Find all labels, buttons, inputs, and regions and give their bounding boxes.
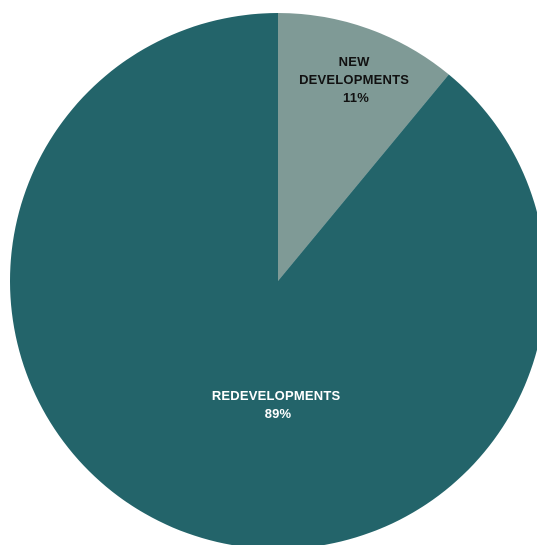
slice-value-new-developments: 11% [343,90,369,105]
slice-label-new-developments-line-2: DEVELOPMENTS [299,72,409,87]
slice-label-redevelopments: REDEVELOPMENTS 89% [212,388,344,421]
pie-slices [10,13,537,545]
slice-value-redevelopments: 89% [265,406,292,421]
slice-label-new-developments: NEW DEVELOPMENTS 11% [299,54,413,105]
slice-label-new-developments-line-1: NEW [339,54,370,69]
pie-slice-new-developments [278,13,449,281]
pie-slice-redevelopments [10,13,537,545]
pie-labels: NEW DEVELOPMENTS 11% REDEVELOPMENTS 89% [212,54,413,421]
slice-label-redevelopments-line-1: REDEVELOPMENTS [212,388,341,403]
